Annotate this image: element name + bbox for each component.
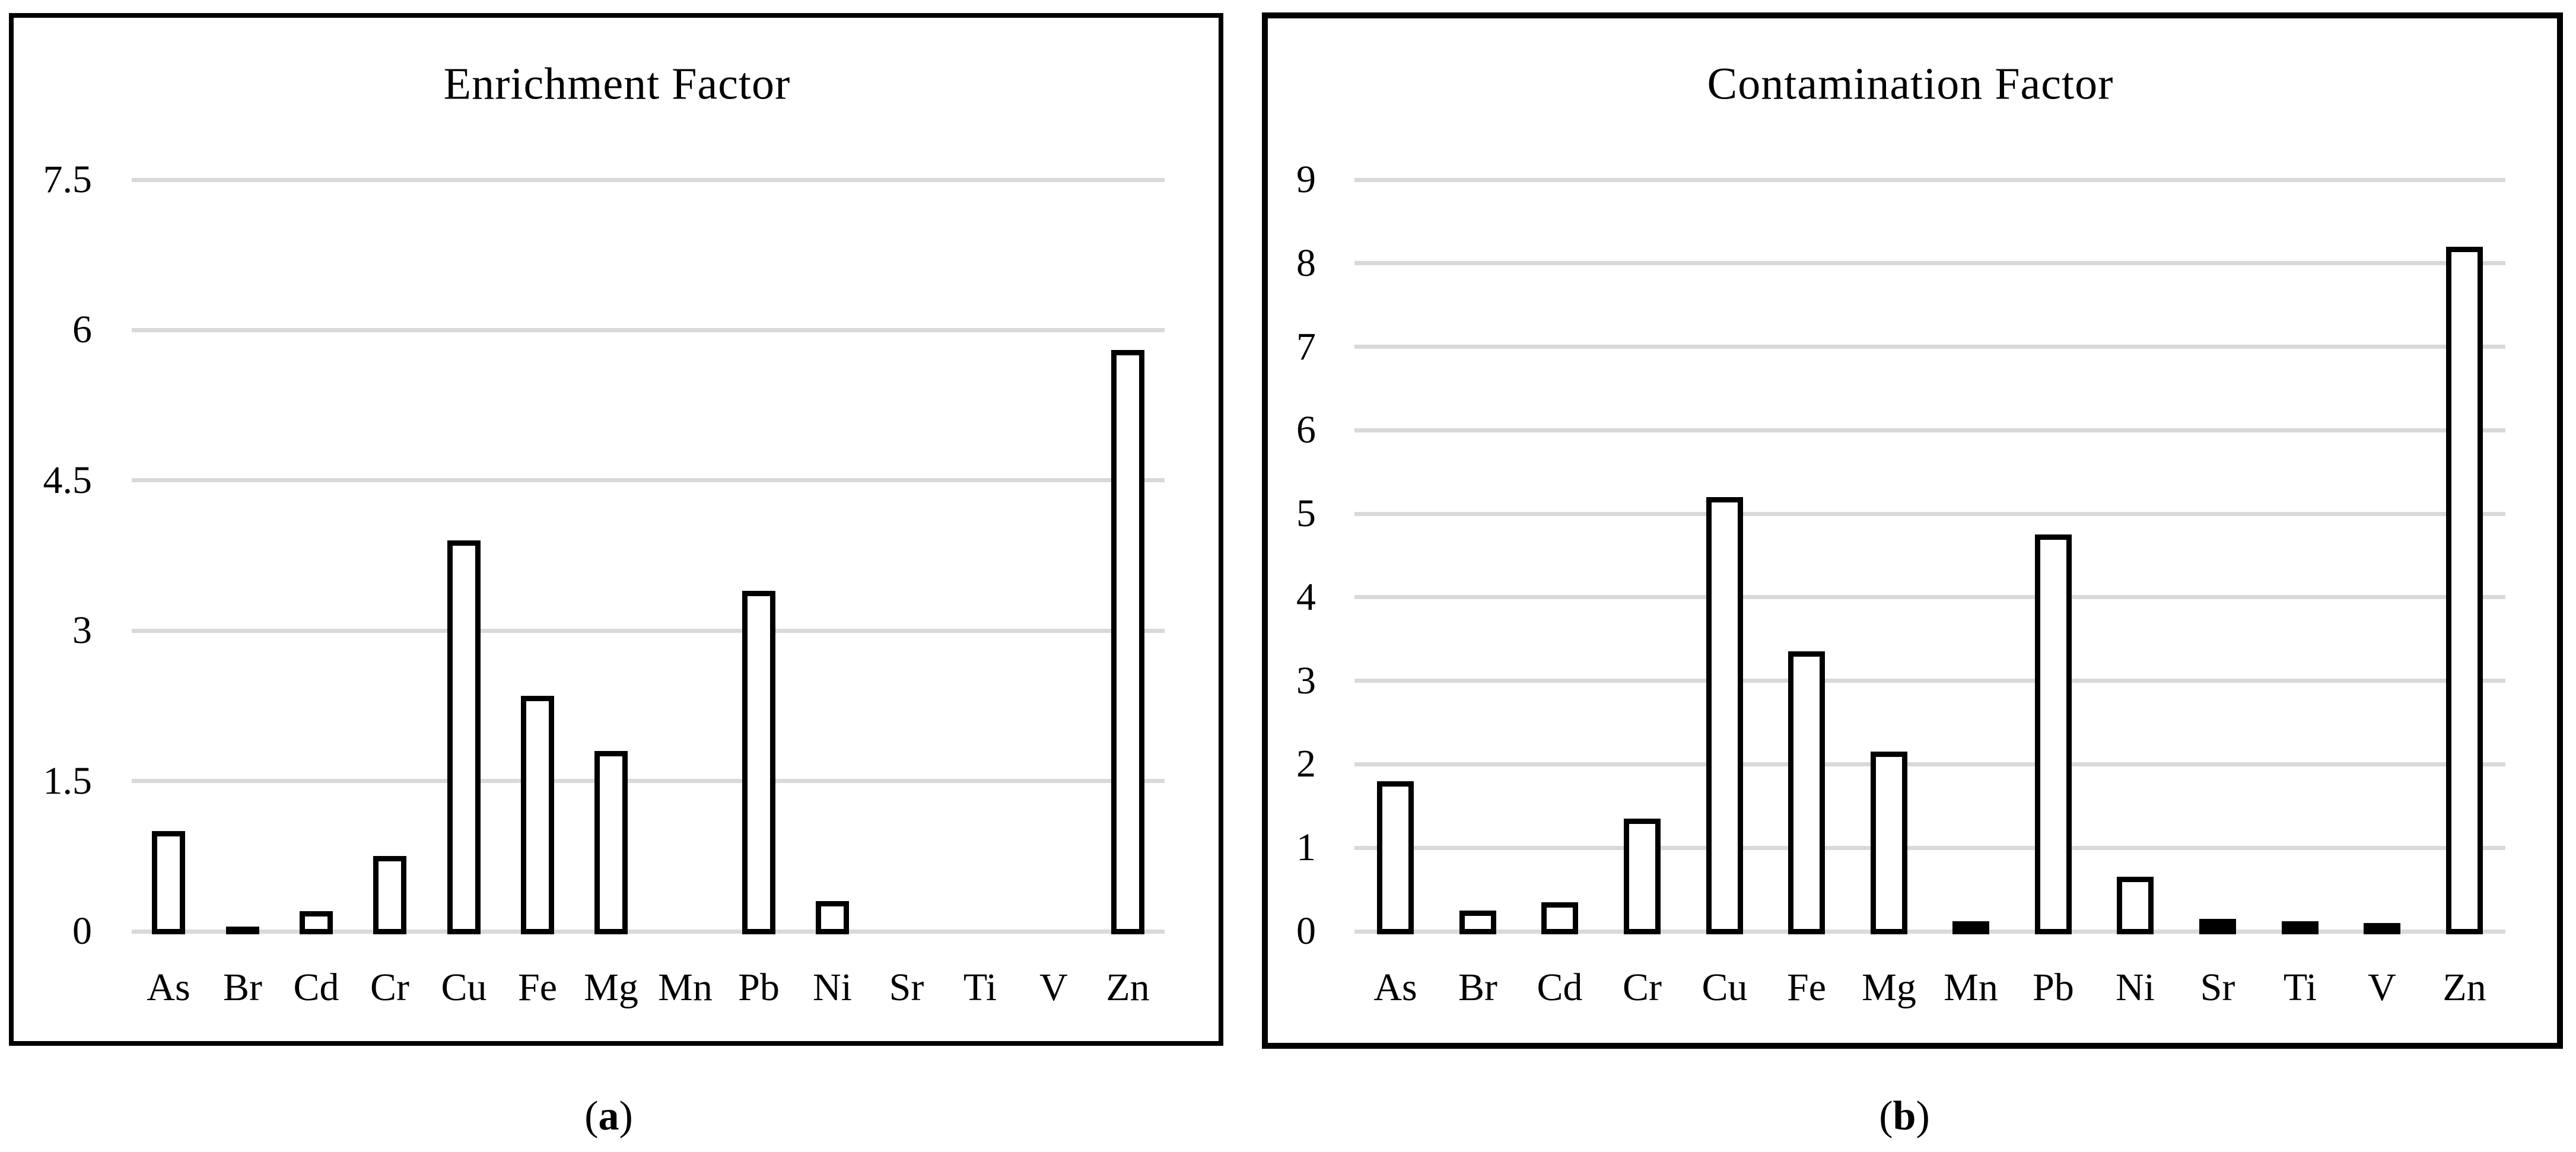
caption-b-paren-close: )	[1916, 1093, 1930, 1139]
bar-Fe	[521, 696, 554, 934]
gridline	[1354, 428, 2505, 432]
caption-b-letter: b	[1893, 1093, 1916, 1139]
y-axis-tick-label: 6	[1296, 408, 1316, 452]
x-axis-label-Ni: Ni	[2116, 966, 2155, 1009]
y-axis-tick-label: 9	[1296, 158, 1316, 201]
x-axis-label-Br: Br	[1458, 966, 1497, 1009]
caption-a-paren-open: (	[584, 1093, 599, 1139]
gridline	[1354, 261, 2505, 266]
subfigure-caption-b: (b)	[1879, 1093, 1930, 1140]
chart-title-contamination: Contamination Factor	[1707, 59, 2114, 109]
chart-title-enrichment: Enrichment Factor	[443, 59, 791, 109]
x-axis-label-Cu: Cu	[1702, 966, 1748, 1009]
y-axis-tick-label: 8	[1296, 241, 1316, 285]
caption-b-paren-open: (	[1879, 1093, 1893, 1139]
x-axis-label-Mn: Mn	[1944, 966, 1998, 1009]
x-axis-label-Pb: Pb	[738, 966, 780, 1009]
x-axis-label-Cr: Cr	[370, 966, 409, 1009]
x-axis-label-Zn: Zn	[1106, 966, 1150, 1009]
y-axis-tick-label: 3	[1296, 658, 1316, 702]
x-axis-label-Mn: Mn	[658, 966, 713, 1009]
gridline	[132, 327, 1165, 332]
bar-Mn	[1952, 921, 1989, 934]
x-axis-label-V: V	[2368, 966, 2396, 1009]
bar-As	[152, 831, 185, 934]
gridline	[1354, 511, 2505, 516]
gridline	[1354, 762, 2505, 766]
y-axis-tick-label: 7.5	[43, 158, 93, 201]
x-axis-label-Cd: Cd	[1537, 966, 1583, 1009]
bar-Mg	[1871, 752, 1907, 934]
bar-Zn	[1111, 350, 1144, 934]
x-axis-label-Cr: Cr	[1623, 966, 1662, 1009]
bar-Cr	[1624, 819, 1661, 934]
x-axis-label-Pb: Pb	[2033, 966, 2074, 1009]
bar-Cr	[373, 856, 406, 934]
x-axis-label-Ti: Ti	[963, 966, 997, 1009]
y-axis-tick-label: 7	[1296, 324, 1316, 368]
bar-V	[2364, 923, 2400, 934]
gridline	[1354, 595, 2505, 600]
y-axis-tick-label: 0	[1296, 909, 1316, 953]
x-axis-label-Cd: Cd	[293, 966, 339, 1009]
y-axis-tick-label: 1.5	[43, 759, 93, 803]
gridline	[132, 177, 1165, 182]
bar-As	[1377, 781, 1414, 934]
x-axis-label-Mg: Mg	[584, 966, 638, 1009]
x-axis-label-Mg: Mg	[1862, 966, 1916, 1009]
gridline	[132, 929, 1165, 934]
x-axis-label-Sr: Sr	[2200, 966, 2235, 1009]
y-axis-tick-label: 4.5	[43, 458, 93, 502]
x-axis-label-Ti: Ti	[2283, 966, 2317, 1009]
gridline	[132, 628, 1165, 633]
gridline	[1354, 177, 2505, 182]
bar-Ti	[2282, 921, 2319, 934]
x-axis-label-Br: Br	[223, 966, 262, 1009]
x-axis-label-V: V	[1039, 966, 1068, 1009]
y-axis-tick-label: 3	[72, 609, 92, 653]
gridline	[1354, 345, 2505, 349]
caption-a-paren-close: )	[619, 1093, 633, 1139]
gridline	[1354, 845, 2505, 850]
gridline	[1354, 679, 2505, 683]
bar-Br	[226, 927, 259, 934]
x-axis-label-Fe: Fe	[1787, 966, 1826, 1009]
bar-Ni	[2117, 877, 2154, 934]
y-axis-tick-label: 2	[1296, 742, 1316, 786]
bar-Ni	[816, 901, 849, 934]
bar-Sr	[2199, 919, 2236, 934]
bar-Pb	[2035, 534, 2072, 934]
x-axis-label-As: As	[147, 966, 190, 1009]
x-axis-label-As: As	[1373, 966, 1417, 1009]
bar-Cu	[1706, 497, 1743, 934]
gridline	[1354, 929, 2505, 934]
bar-Zn	[2446, 247, 2483, 934]
y-axis-tick-label: 0	[72, 909, 92, 953]
bar-Mg	[594, 751, 628, 934]
x-axis-label-Ni: Ni	[813, 966, 852, 1009]
bar-Fe	[1788, 651, 1825, 934]
subfigure-caption-a: (a)	[584, 1093, 633, 1140]
gridline	[132, 779, 1165, 784]
x-axis-label-Fe: Fe	[518, 966, 557, 1009]
y-axis-tick-label: 6	[72, 308, 92, 352]
x-axis-label-Sr: Sr	[889, 966, 924, 1009]
x-axis-label-Zn: Zn	[2443, 966, 2486, 1009]
x-axis-label-Cu: Cu	[441, 966, 487, 1009]
caption-a-letter: a	[598, 1093, 619, 1139]
y-axis-tick-label: 4	[1296, 575, 1316, 619]
bar-Pb	[742, 591, 775, 934]
y-axis-tick-label: 1	[1296, 826, 1316, 870]
gridline	[132, 478, 1165, 483]
panel-contamination-factor	[1262, 12, 2563, 1049]
bar-Cd	[1541, 902, 1578, 934]
bar-Cu	[447, 540, 481, 934]
bar-Cd	[300, 911, 333, 934]
bar-Br	[1459, 911, 1496, 934]
y-axis-tick-label: 5	[1296, 492, 1316, 536]
